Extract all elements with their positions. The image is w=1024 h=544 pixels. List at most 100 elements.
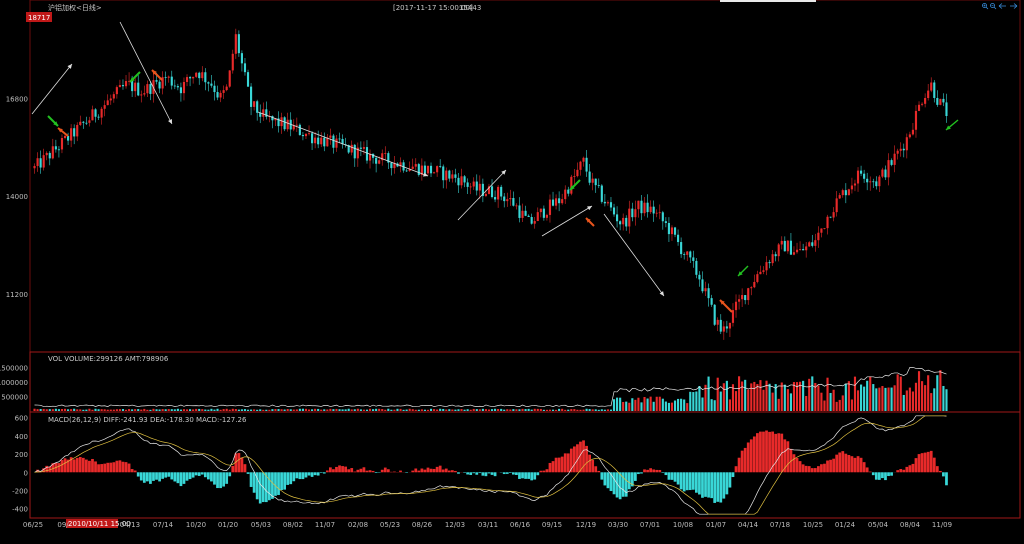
volume-bar	[872, 384, 875, 411]
candle-body	[838, 195, 841, 199]
macd-bar	[713, 472, 717, 503]
volume-bar	[555, 409, 558, 411]
macd-bar	[85, 459, 88, 473]
candle-body	[786, 240, 789, 252]
candle-body	[606, 202, 609, 204]
candle-body	[783, 240, 786, 252]
macd-bar	[917, 454, 921, 473]
volume-bar	[365, 409, 369, 411]
macd-bar	[518, 472, 521, 479]
volume-bar	[884, 387, 887, 411]
candle-body	[808, 242, 811, 247]
volume-bar	[228, 409, 231, 411]
volume-bar	[253, 409, 256, 411]
macd-bar	[173, 472, 177, 482]
macd-bar	[691, 472, 695, 490]
volume-bar	[155, 409, 158, 411]
x-tick-label: 04/14	[738, 521, 759, 529]
candle-body	[335, 138, 338, 148]
volume-bar	[185, 409, 189, 411]
macd-bar	[130, 469, 134, 473]
volume-bar	[338, 409, 341, 411]
candle-body	[222, 90, 225, 93]
macd-bar	[890, 472, 893, 476]
volume-bar	[207, 409, 210, 411]
candle-body	[744, 295, 747, 301]
candle-body	[649, 206, 652, 213]
volume-bar	[149, 409, 152, 411]
macd-bar	[356, 469, 360, 473]
volume-bar	[274, 408, 277, 411]
trend-arrow	[603, 213, 665, 297]
candle-body	[853, 183, 857, 186]
macd-bar	[887, 472, 890, 477]
candle-body	[652, 206, 655, 214]
candle-body	[140, 94, 143, 96]
volume-bar	[716, 377, 719, 411]
candle-body	[338, 138, 341, 140]
zoom-out-icon[interactable]	[990, 3, 997, 10]
volume-bar	[567, 409, 570, 411]
candle-body	[213, 85, 216, 93]
candle-body	[454, 174, 457, 178]
x-tick-label: 10/08	[673, 521, 693, 529]
volume-bar	[54, 408, 57, 411]
volume-bar	[789, 393, 792, 411]
zoom-in-icon[interactable]	[982, 3, 989, 10]
macd-bar	[664, 472, 668, 476]
volume-bar	[219, 409, 222, 411]
volume-bar	[387, 408, 390, 411]
macd-bar	[752, 436, 756, 473]
macd-bar	[530, 472, 534, 481]
price-panel-frame	[29, 0, 1021, 353]
macd-bar	[722, 472, 726, 499]
candle-body	[45, 152, 48, 156]
candle-body	[945, 102, 948, 116]
candle-body	[490, 186, 494, 198]
volume-bar	[79, 409, 82, 411]
macd-bar	[435, 466, 439, 473]
volume-bar	[518, 409, 521, 411]
candle-body	[670, 227, 674, 235]
macd-bar	[234, 453, 238, 473]
diff-line	[34, 415, 947, 515]
macd-bar	[749, 439, 753, 473]
candle-body	[146, 84, 149, 94]
macd-bar	[313, 472, 317, 476]
scroll-indicator[interactable]	[720, 0, 816, 2]
volume-bar	[396, 408, 399, 411]
candle-body	[811, 242, 814, 246]
macd-bar	[161, 472, 164, 479]
volume-bar	[805, 396, 808, 411]
volume-bar	[134, 409, 137, 411]
volume-bar	[930, 393, 933, 411]
candle-body	[100, 108, 103, 118]
macd-bar	[874, 472, 878, 480]
macd-bar	[341, 466, 344, 473]
volume-bar	[640, 402, 643, 411]
right-arrow-icon[interactable]	[1010, 3, 1018, 9]
macd-tick-label: -400	[12, 506, 28, 514]
x-tick-label: 05/23	[380, 521, 400, 529]
macd-bar	[149, 472, 152, 484]
macd-bar	[737, 457, 741, 473]
volume-bar	[445, 409, 448, 411]
macd-bar	[789, 448, 793, 473]
candle-body	[777, 244, 780, 257]
volume-bar	[118, 409, 121, 411]
candle-body	[799, 249, 802, 250]
volume-bar	[484, 409, 487, 411]
volume-bar	[576, 409, 579, 411]
macd-bar	[515, 472, 518, 475]
candle-body	[518, 205, 521, 218]
candle-body	[161, 77, 164, 89]
volume-bar	[545, 409, 548, 411]
volume-bar	[350, 409, 353, 411]
macd-bar	[597, 470, 601, 473]
candle-body	[625, 217, 628, 227]
candle-body	[500, 186, 503, 197]
left-arrow-icon[interactable]	[998, 3, 1006, 9]
candle-body	[576, 169, 579, 177]
macd-bar	[469, 472, 473, 475]
